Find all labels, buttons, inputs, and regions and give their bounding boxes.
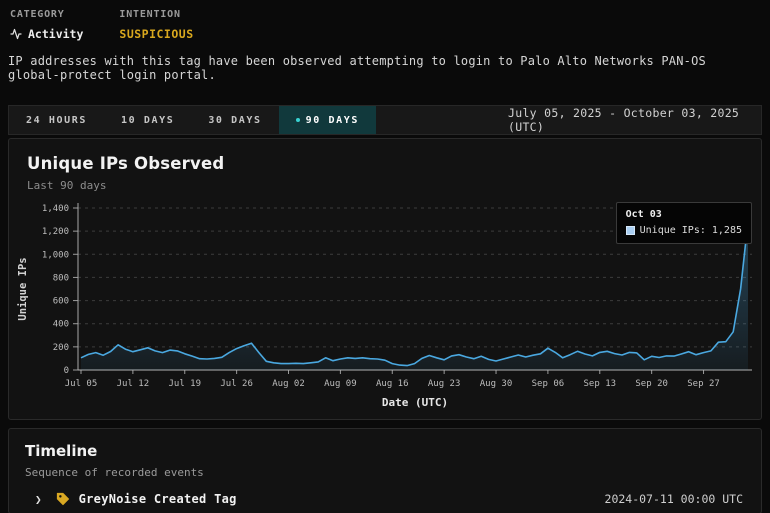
intention-block: INTENTION SUSPICIOUS	[119, 9, 193, 41]
date-range-display: July 05, 2025 - October 03, 2025 (UTC)	[508, 106, 740, 134]
meta-header: CATEGORY Activity INTENTION SUSPICIOUS	[0, 0, 770, 41]
svg-text:Sep 20: Sep 20	[635, 379, 668, 389]
tooltip-value-text: Unique IPs: 1,285	[639, 225, 742, 236]
time-range-bar: 24 HOURS 10 DAYS 30 DAYS 90 DAYS July 05…	[8, 105, 762, 135]
timeline-card: Timeline Sequence of recorded events ❯ G…	[8, 428, 762, 513]
svg-text:200: 200	[53, 343, 69, 353]
tag-description: IP addresses with this tag have been obs…	[8, 54, 706, 82]
svg-text:Jul 05: Jul 05	[65, 379, 98, 389]
category-value: Activity	[10, 27, 83, 41]
svg-text:Jul 12: Jul 12	[117, 379, 150, 389]
timeline-event-row[interactable]: ❯ GreyNoise Created Tag 2024-07-11 00:00…	[25, 492, 743, 506]
intention-label: INTENTION	[119, 9, 181, 20]
timeline-title: Timeline	[25, 442, 98, 460]
svg-text:Aug 16: Aug 16	[376, 379, 409, 389]
svg-text:Sep 06: Sep 06	[532, 379, 565, 389]
tooltip-series-row: Unique IPs: 1,285	[625, 225, 742, 236]
svg-text:800: 800	[53, 273, 69, 283]
tab-90-days[interactable]: 90 DAYS	[278, 106, 376, 134]
category-value-text: Activity	[28, 27, 84, 41]
category-block: CATEGORY Activity	[10, 9, 83, 41]
svg-text:1,200: 1,200	[42, 227, 69, 237]
svg-text:Sep 27: Sep 27	[687, 379, 720, 389]
intention-value: SUSPICIOUS	[119, 27, 194, 41]
svg-text:Aug 23: Aug 23	[428, 379, 461, 389]
chart-title: Unique IPs Observed	[27, 154, 225, 173]
svg-text:Jul 19: Jul 19	[168, 379, 201, 389]
timeline-subtitle: Sequence of recorded events	[25, 466, 204, 479]
svg-text:Aug 30: Aug 30	[480, 379, 513, 389]
tab-30-days[interactable]: 30 DAYS	[208, 114, 262, 126]
category-label: CATEGORY	[10, 9, 65, 20]
time-range-tabs: 24 HOURS 10 DAYS 30 DAYS 90 DAYS	[9, 106, 376, 134]
svg-text:1,400: 1,400	[42, 204, 69, 214]
series-swatch-icon	[625, 226, 635, 235]
tooltip-date: Oct 03	[625, 209, 662, 220]
svg-text:Aug 02: Aug 02	[272, 379, 305, 389]
chart-tooltip: Oct 03 Unique IPs: 1,285	[615, 202, 752, 244]
chart-subtitle: Last 90 days	[27, 179, 107, 192]
chevron-right-icon[interactable]: ❯	[35, 492, 42, 506]
svg-text:Sep 13: Sep 13	[584, 379, 617, 389]
svg-text:600: 600	[53, 297, 69, 307]
timeline-event-timestamp: 2024-07-11 00:00 UTC	[604, 492, 743, 506]
svg-text:Aug 09: Aug 09	[324, 379, 357, 389]
svg-text:400: 400	[53, 320, 69, 330]
timeline-event-label: GreyNoise Created Tag	[78, 492, 237, 506]
svg-text:0: 0	[64, 366, 69, 376]
activity-pulse-icon	[10, 28, 22, 40]
tag-icon	[56, 492, 70, 506]
tab-90-days-label: 90 DAYS	[305, 114, 359, 126]
tab-24-hours[interactable]: 24 HOURS	[26, 114, 87, 126]
unique-ips-chart-card: Unique IPs Observed Last 90 days 0 200 400…	[8, 138, 762, 420]
svg-text:Jul 26: Jul 26	[220, 379, 253, 389]
tab-10-days[interactable]: 10 DAYS	[120, 114, 175, 126]
chart-area[interactable]: 0 200 400 600 800 1,000 1,200 1,400 Jul 05 Jul 12…	[9, 201, 761, 413]
svg-text:Date (UTC): Date (UTC)	[382, 396, 448, 409]
svg-text:Unique IPs: Unique IPs	[17, 257, 29, 320]
selected-tab-dot-icon	[295, 118, 300, 122]
svg-text:1,000: 1,000	[42, 250, 69, 260]
